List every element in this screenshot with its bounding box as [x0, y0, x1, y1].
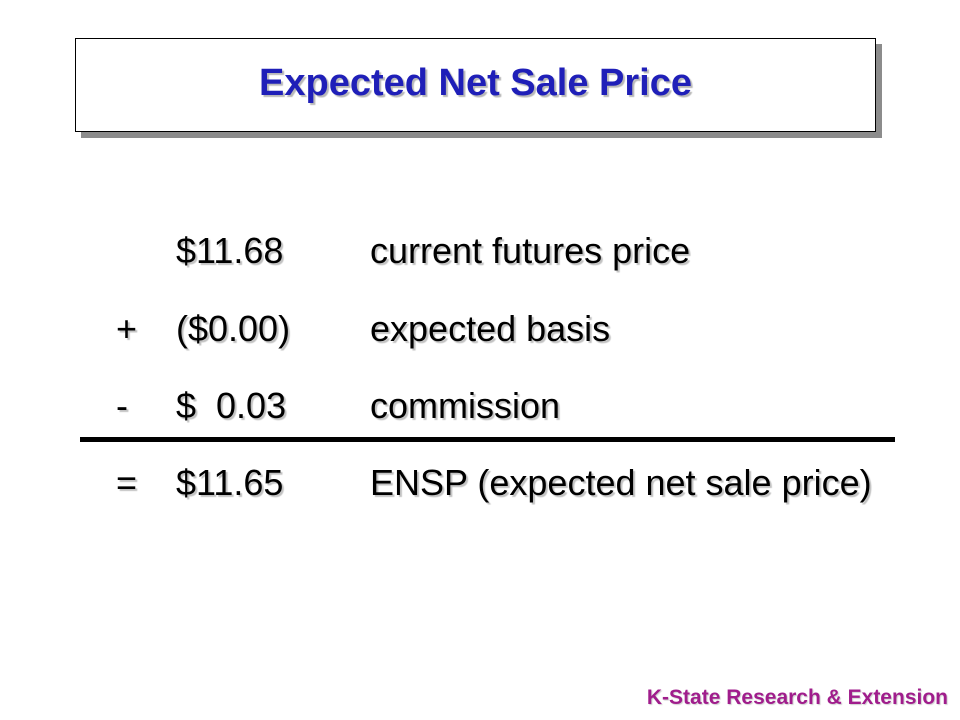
- row-amount: ($0.00): [176, 308, 291, 349]
- row-description: commission: [370, 385, 561, 426]
- row-amount: $11.65: [176, 462, 284, 503]
- row-description: ENSP (expected net sale price): [370, 462, 872, 503]
- row-operator: +: [116, 308, 138, 349]
- calc-row-futures-price: $11.68 current futures price: [0, 226, 960, 276]
- calc-row-expected-basis: + ($0.00) expected basis: [0, 304, 960, 354]
- row-operator: -: [116, 385, 128, 426]
- calc-row-commission: - $ 0.03 commission: [0, 381, 960, 431]
- row-description: expected basis: [370, 308, 611, 349]
- row-amount: $11.68: [176, 230, 284, 271]
- footer-branding: K-State Research & Extension: [646, 686, 948, 709]
- slide-title: Expected Net Sale Price: [259, 61, 692, 104]
- total-divider-line: [80, 437, 895, 442]
- title-box: Expected Net Sale Price: [75, 38, 876, 132]
- row-description: current futures price: [370, 230, 691, 271]
- row-amount: $ 0.03: [176, 385, 287, 426]
- calc-row-ensp-total: = $11.65 ENSP (expected net sale price): [0, 458, 960, 508]
- row-operator: =: [116, 462, 138, 503]
